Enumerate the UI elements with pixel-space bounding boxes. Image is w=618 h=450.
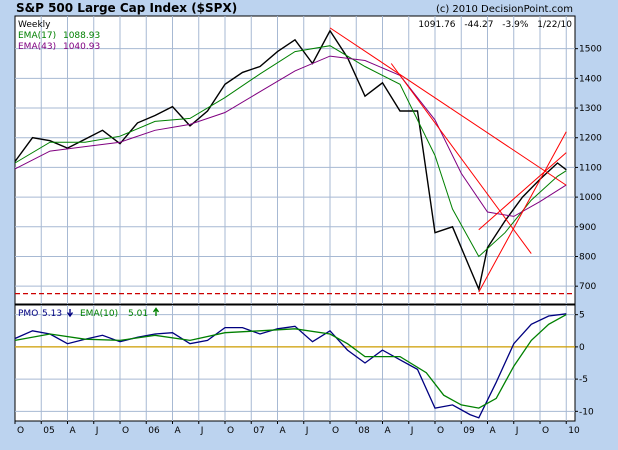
x-tick-label: 09: [463, 426, 475, 436]
pmo-value: 5.13: [42, 309, 62, 319]
ema-long-label: EMA(43): [18, 42, 56, 52]
x-tick-label: J: [515, 426, 519, 436]
x-axis: O 05 A J O 06 A J O 07 A J O 08 A J O 09 A J O 10: [14, 421, 580, 436]
trendline: [478, 152, 567, 231]
pmo-y-axis: 5 0 -5 -10: [575, 311, 594, 417]
price-y-tick-label: 1400: [579, 74, 602, 84]
x-tick-label: A: [385, 426, 392, 436]
price-y-axis: 700 800 900 1000 1100 1200 1300 1400 1500: [575, 45, 602, 292]
change-pct-value: -3.9%: [502, 20, 529, 30]
x-tick-label: J: [200, 426, 204, 436]
pmo-legend: PMO 5.13 EMA(10) 5.01: [18, 307, 160, 319]
pmo-signal-value: 5.01: [128, 309, 148, 319]
price-grid: [15, 16, 575, 304]
ema-long-legend: EMA(43) 1040.93: [18, 42, 100, 52]
x-tick-label: O: [542, 426, 549, 436]
trendline: [390, 63, 532, 254]
copyright-text: (c) 2010 DecisionPoint.com: [436, 4, 573, 15]
x-tick-label: 07: [253, 426, 264, 436]
period-label: Weekly: [18, 20, 51, 30]
x-tick-label: O: [437, 426, 444, 436]
pmo-y-tick-label: 0: [579, 343, 585, 353]
price-y-tick-label: 900: [579, 223, 596, 233]
arrow-down-icon: [66, 309, 74, 318]
x-tick-label: 10: [568, 426, 580, 436]
pmo-y-tick-label: -5: [579, 375, 588, 385]
arrow-up-icon: [152, 307, 160, 316]
price-panel: [14, 15, 576, 305]
x-tick-label: O: [227, 426, 234, 436]
chart-title: S&P 500 Large Cap Index ($SPX): [16, 1, 237, 15]
ema-short-legend: EMA(17) 1088.93: [18, 31, 100, 41]
pmo-line: [14, 313, 567, 419]
x-tick-label: J: [410, 426, 414, 436]
pmo-label: PMO: [18, 309, 38, 319]
pmo-panel: [14, 304, 576, 422]
pmo-signal-label: EMA(10): [80, 309, 118, 319]
x-tick-label: A: [70, 426, 77, 436]
x-tick-label: A: [280, 426, 287, 436]
x-tick-label: O: [332, 426, 339, 436]
x-tick-label: 06: [148, 426, 160, 436]
price-line: [14, 29, 567, 292]
price-y-tick-label: 1000: [579, 193, 602, 203]
ema-long-value: 1040.93: [63, 42, 100, 52]
ema-long-line: [14, 55, 567, 217]
price-y-tick-label: 1200: [579, 134, 602, 144]
price-y-tick-label: 1500: [579, 45, 602, 55]
x-tick-label: A: [490, 426, 497, 436]
date-value: 1/22/10: [537, 20, 572, 30]
change-value: -44.27: [464, 20, 493, 30]
quote-readout: 1091.76 -44.27 -3.9% 1/22/10: [418, 20, 572, 30]
price-y-tick-label: 1300: [579, 104, 602, 114]
x-tick-label: J: [95, 426, 99, 436]
x-tick-label: O: [122, 426, 129, 436]
price-plot-area: [14, 27, 575, 295]
x-tick-label: 08: [358, 426, 370, 436]
x-tick-label: O: [17, 426, 24, 436]
last-close-value: 1091.76: [418, 20, 455, 30]
trendline: [478, 131, 567, 293]
pmo-signal-line: [14, 314, 567, 409]
ema-short-line: [14, 45, 567, 258]
ema-short-value: 1088.93: [63, 31, 100, 41]
price-y-tick-label: 1100: [579, 163, 602, 173]
pmo-y-tick-label: 5: [579, 311, 585, 321]
trendline: [329, 27, 567, 186]
ema-short-label: EMA(17): [18, 31, 56, 41]
pmo-y-tick-label: -10: [579, 407, 594, 417]
x-tick-label: J: [305, 426, 309, 436]
x-tick-label: A: [175, 426, 182, 436]
price-y-tick-label: 800: [579, 252, 596, 262]
pmo-plot-area: [14, 313, 575, 419]
x-tick-label: 05: [43, 426, 54, 436]
price-y-tick-label: 700: [579, 282, 596, 292]
